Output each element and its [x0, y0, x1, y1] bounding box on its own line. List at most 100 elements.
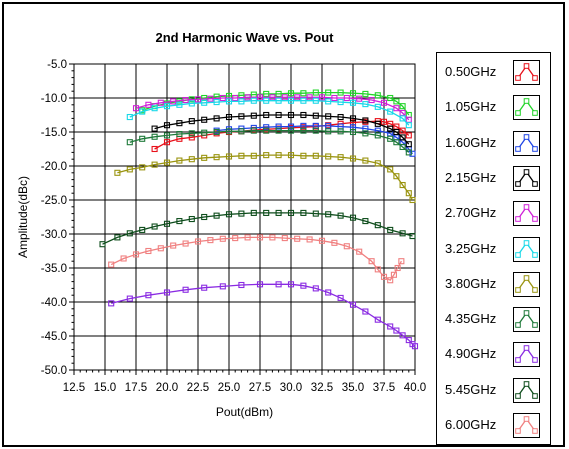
- data-point: [399, 332, 406, 339]
- data-point: [331, 239, 338, 246]
- x-tick-label: 40.0: [404, 382, 426, 394]
- data-point: [170, 98, 177, 105]
- data-point: [275, 123, 282, 130]
- data-point: [294, 94, 301, 101]
- data-point: [300, 152, 307, 159]
- legend-marker: [523, 98, 530, 105]
- legend-marker: [515, 286, 521, 293]
- legend-label: 1.05GHz: [445, 99, 497, 115]
- data-point: [263, 124, 270, 131]
- data-point: [399, 103, 406, 110]
- x-tick-label: 12.5: [63, 382, 85, 394]
- legend-swatch-icon: [513, 130, 540, 156]
- data-point: [213, 212, 220, 219]
- data-point: [250, 112, 257, 119]
- data-point: [269, 94, 276, 101]
- data-point: [387, 94, 394, 102]
- data-point: [398, 258, 405, 265]
- legend: 0.50GHz 1.05GHz 1.60GHz 2.15GHz 2.70GHz 3.25G…: [436, 52, 551, 445]
- legend-marker: [515, 75, 521, 81]
- legend-marker: [515, 216, 521, 222]
- data-point: [219, 235, 226, 242]
- data-point: [238, 113, 245, 120]
- legend-marker: [532, 75, 538, 81]
- data-point: [225, 113, 233, 121]
- data-point: [281, 94, 288, 101]
- data-point: [163, 122, 171, 129]
- data-point: [405, 122, 412, 129]
- data-point: [362, 90, 369, 97]
- data-point: [399, 143, 406, 151]
- data-point: [312, 152, 319, 159]
- plot-area: [74, 64, 415, 370]
- legend-swatch-icon: [513, 201, 540, 227]
- data-point: [374, 120, 381, 127]
- data-point: [337, 212, 344, 219]
- chart-title: 2nd Harmonic Wave vs. Pout: [156, 30, 335, 45]
- data-point: [201, 99, 208, 106]
- data-point: [250, 209, 257, 216]
- data-point: [151, 125, 158, 132]
- data-point: [393, 98, 400, 105]
- legend-marker: [523, 310, 530, 316]
- legend-line-icon: [515, 380, 538, 399]
- data-point: [238, 210, 245, 217]
- data-point: [409, 232, 416, 240]
- data-point: [393, 327, 400, 334]
- legend-swatch-icon: [513, 307, 540, 333]
- legend-marker: [515, 392, 521, 399]
- chart-svg: 2nd Harmonic Wave vs. Pout -5.0 -10.0 -15.0…: [16, 30, 426, 419]
- data-point: [157, 99, 164, 106]
- legend-marker: [532, 392, 538, 399]
- data-point: [275, 97, 282, 104]
- data-point: [201, 129, 208, 136]
- data-point: [349, 115, 357, 122]
- data-point: [151, 223, 158, 230]
- data-point: [399, 230, 406, 237]
- series-line: [117, 154, 414, 201]
- data-point: [213, 154, 220, 161]
- data-point: [219, 283, 226, 290]
- legend-entry: 1.05GHz: [437, 90, 552, 125]
- data-point: [263, 90, 270, 97]
- legend-swatch-icon: [513, 165, 540, 191]
- x-tick-label: 20.0: [156, 382, 178, 394]
- legend-marker: [523, 133, 530, 140]
- data-point: [356, 248, 363, 255]
- data-point: [114, 234, 121, 241]
- data-point: [312, 285, 319, 292]
- legend-swatch-icon: [513, 95, 540, 121]
- data-point: [374, 222, 381, 229]
- data-point: [201, 284, 208, 291]
- data-point: [287, 111, 295, 119]
- legend-entry: 2.70GHz: [437, 196, 552, 231]
- data-point: [263, 97, 270, 104]
- data-point: [250, 97, 257, 104]
- legend-marker: [515, 357, 521, 364]
- data-point: [387, 135, 394, 142]
- x-tick-label: 22.5: [187, 382, 209, 394]
- data-point: [275, 152, 282, 159]
- x-axis-label: Pout(dBm): [216, 405, 273, 419]
- data-point: [263, 111, 270, 119]
- legend-swatch-icon: [513, 377, 540, 403]
- data-point: [300, 127, 307, 134]
- data-point: [207, 237, 214, 244]
- data-point: [393, 105, 400, 112]
- data-point: [387, 166, 394, 173]
- legend-marker: [523, 63, 530, 69]
- data-point: [250, 152, 257, 159]
- data-point: [318, 94, 326, 101]
- legend-marker: [532, 110, 538, 117]
- series-line: [154, 114, 410, 145]
- data-point: [225, 153, 233, 160]
- data-point: [225, 98, 233, 105]
- legend-label: 3.80GHz: [445, 275, 497, 291]
- data-point: [275, 209, 282, 216]
- data-point: [232, 235, 239, 242]
- legend-entry: 2.15GHz: [437, 161, 552, 196]
- data-point: [405, 141, 412, 148]
- legend-label: 2.15GHz: [445, 169, 497, 185]
- legend-line-icon: [515, 345, 538, 364]
